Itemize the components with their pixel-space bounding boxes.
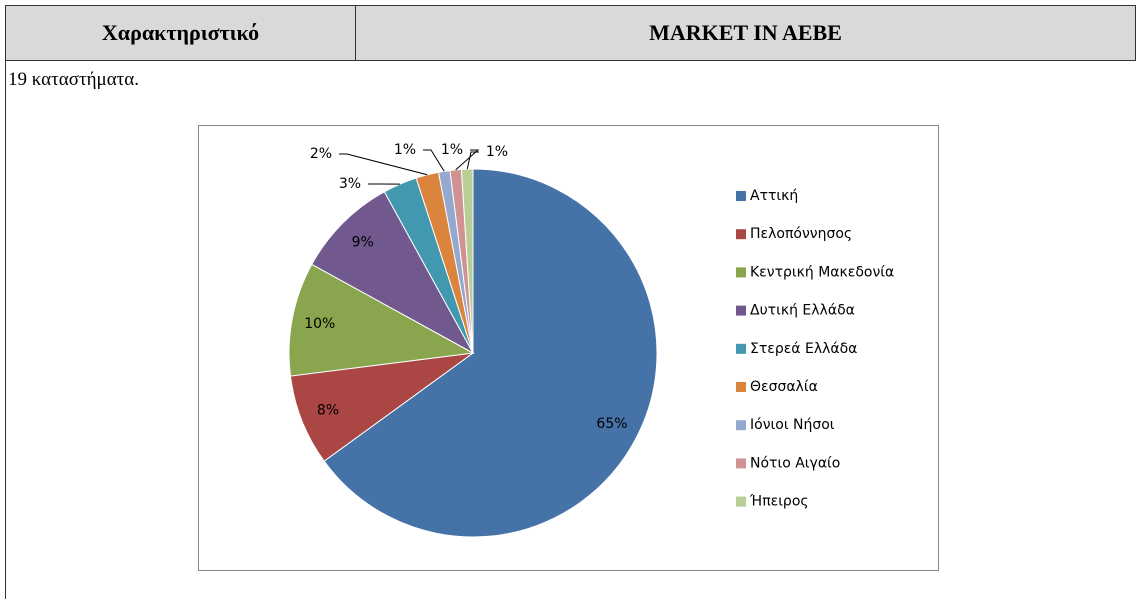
header-left: Χαρακτηριστικό bbox=[5, 5, 356, 61]
legend-label: Θεσσαλία bbox=[750, 379, 818, 395]
legend-label: Δυτική Ελλάδα bbox=[750, 303, 855, 319]
legend-label: Νότιο Αιγαίο bbox=[750, 455, 840, 471]
legend-label: Ήπειρος bbox=[749, 494, 809, 510]
legend-swatch bbox=[736, 191, 746, 201]
leader-line bbox=[339, 153, 428, 176]
legend-swatch bbox=[736, 229, 746, 240]
legend-swatch bbox=[736, 267, 746, 278]
legend-label: Πελοπόννησος bbox=[750, 226, 852, 242]
pie-slice bbox=[288, 263, 475, 377]
pie-slice bbox=[311, 191, 475, 355]
legend-label: Κεντρική Μακεδονία bbox=[750, 264, 894, 280]
legend-label: Αττική bbox=[750, 188, 798, 204]
data-label: 1% bbox=[486, 144, 508, 160]
legend-swatch bbox=[736, 458, 746, 469]
data-label: 1% bbox=[441, 142, 463, 158]
header-right: MARKET IN AEBE bbox=[355, 5, 1136, 61]
legend-label: Ιόνιοι Νήσοι bbox=[750, 417, 835, 433]
legend-swatch bbox=[736, 420, 746, 431]
data-label: 9% bbox=[352, 235, 374, 251]
data-label: 8% bbox=[317, 402, 339, 418]
leader-line bbox=[423, 149, 445, 172]
data-label: 10% bbox=[304, 316, 335, 332]
pie-slice bbox=[289, 352, 474, 462]
legend-swatch bbox=[736, 305, 746, 316]
data-label: 65% bbox=[596, 416, 627, 432]
legend-label: Στερεά Ελλάδα bbox=[750, 341, 857, 357]
leader-line bbox=[466, 151, 479, 170]
legend-swatch bbox=[736, 382, 746, 392]
body-text: 19 καταστήματα. bbox=[8, 69, 139, 90]
legend-swatch bbox=[736, 343, 746, 354]
data-label: 2% bbox=[310, 146, 332, 162]
legend-swatch bbox=[736, 496, 746, 507]
leader-line bbox=[455, 149, 480, 171]
data-label: 3% bbox=[339, 176, 361, 192]
pie-slice bbox=[323, 168, 658, 538]
data-label: 1% bbox=[394, 142, 416, 158]
table-border bbox=[5, 60, 6, 599]
